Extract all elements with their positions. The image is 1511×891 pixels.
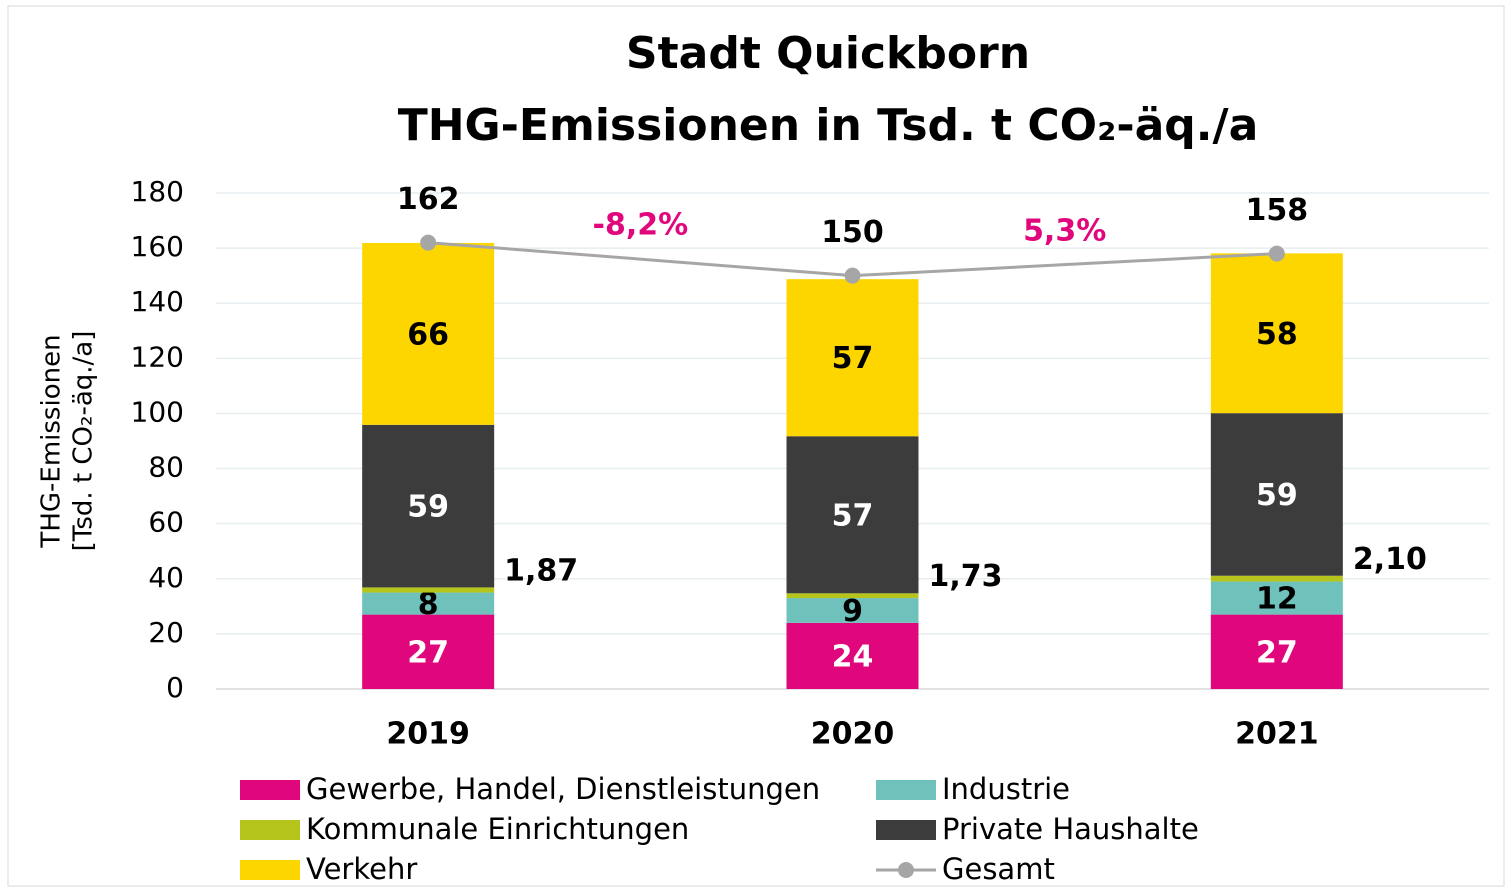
bar-segment [1210,614,1343,689]
data-label: 9 [842,594,863,629]
y-tick-label: 120 [131,340,184,373]
bar-segment [786,593,919,599]
legend-swatch [240,780,300,800]
data-label: 66 [407,317,449,352]
data-label: 27 [1256,635,1298,670]
data-label: 1,73 [929,559,1003,594]
y-tick-label: 60 [148,506,184,539]
chart-title: Stadt Quickborn [626,28,1030,79]
data-label: 57 [832,341,874,376]
bar-segment [1210,253,1343,414]
legend-label: Private Haushalte [942,812,1199,846]
legend-swatch [240,860,300,880]
legend-swatch [240,820,300,840]
data-label: 24 [832,639,874,674]
data-label: 12 [1256,582,1298,617]
legend-swatch [876,780,936,800]
bar-segment [362,242,495,425]
data-label: 2,10 [1353,542,1427,577]
x-tick-label: 2019 [386,717,470,752]
data-label: 162 [397,182,460,217]
legend-swatch [876,820,936,840]
bar-segment [362,424,495,588]
data-label: 8 [418,587,439,622]
data-label: 59 [407,490,449,525]
legend-label: Gewerbe, Handel, Dienstleistungen [306,772,820,806]
bar-segment [1210,575,1343,582]
y-tick-label: 160 [131,230,184,263]
data-label: 150 [821,215,884,250]
bar-segment [786,436,919,594]
y-tick-label: 140 [131,285,184,318]
y-tick-label: 100 [131,395,184,428]
annotation: 5,3% [1023,214,1106,249]
legend-label: Verkehr [306,852,417,886]
data-label: 59 [1256,478,1298,513]
legend-label: Gesamt [942,852,1055,886]
y-tick-label: 20 [148,616,184,649]
bar-segment [1210,581,1343,615]
y-tick-label: 40 [148,561,184,594]
legend-label: Industrie [942,772,1070,806]
x-tick-label: 2021 [1235,717,1319,752]
bar-segment [362,587,495,593]
data-label: 58 [1256,317,1298,352]
bar-segment [786,622,919,689]
chart-title: THG-Emissionen in Tsd. t CO₂-äq./a [398,100,1259,151]
data-label: 158 [1246,193,1309,228]
y-axis-label: THG-Emissionen [37,334,67,548]
annotation: -8,2% [593,208,689,243]
x-tick-label: 2020 [811,717,895,752]
bar-segment [1210,413,1343,576]
line-point [1268,245,1285,262]
line-point [844,267,861,284]
data-label: 57 [832,498,874,533]
y-tick-label: 80 [148,451,184,484]
data-label: 1,87 [504,553,578,588]
line-point [420,234,437,251]
y-axis-label: [Tsd. t CO₂-äq./a] [69,331,99,552]
y-tick-label: 0 [166,671,184,704]
legend-swatch [898,862,914,878]
bar-segment [786,598,919,623]
bar-segment [362,614,495,689]
bar-segment [362,592,495,615]
legend-label: Kommunale Einrichtungen [306,812,689,846]
bar-segment [786,279,919,437]
y-tick-label: 180 [131,175,184,208]
data-label: 27 [407,635,449,670]
